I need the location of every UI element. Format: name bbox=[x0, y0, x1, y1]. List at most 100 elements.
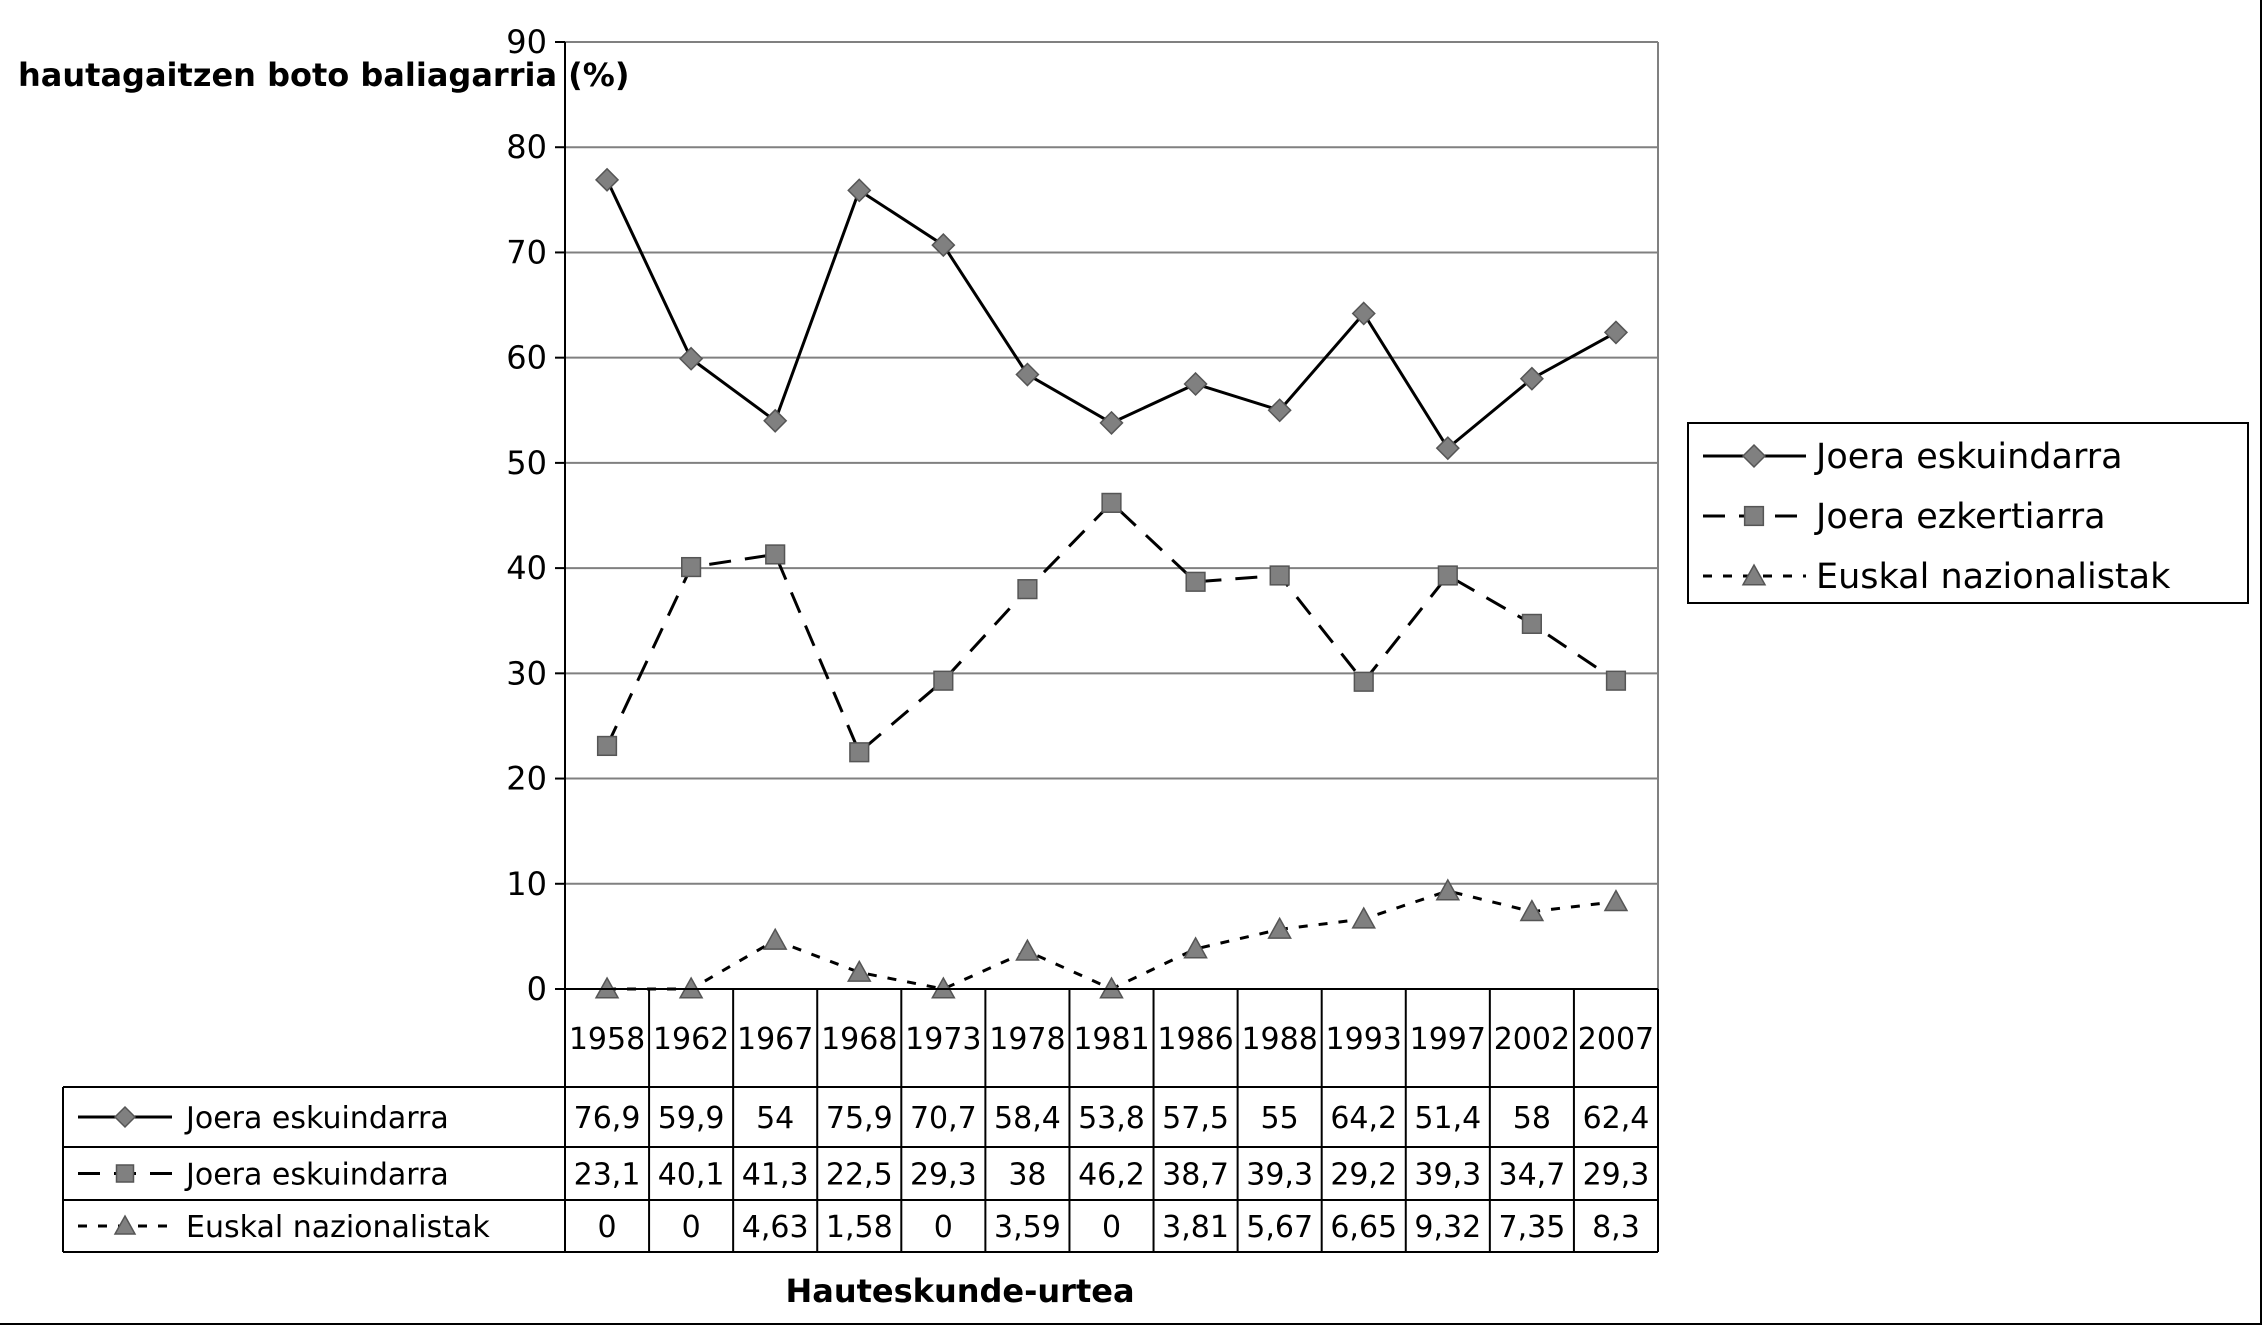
x-tick-label: 1978 bbox=[989, 1022, 1065, 1057]
data-point bbox=[763, 408, 788, 433]
x-tick-label: 2002 bbox=[1494, 1022, 1570, 1057]
data-point bbox=[678, 976, 704, 999]
data-label: 29,3 bbox=[1583, 1158, 1650, 1193]
x-tick-label: 1988 bbox=[1241, 1022, 1317, 1057]
x-tick-label: 1997 bbox=[1410, 1022, 1486, 1057]
data-point bbox=[1353, 671, 1374, 692]
data-point bbox=[1605, 670, 1627, 691]
data-point bbox=[1351, 301, 1376, 326]
data-point bbox=[1267, 916, 1292, 939]
data-point bbox=[765, 544, 786, 565]
data-point bbox=[1519, 899, 1545, 922]
x-tick-label: 1993 bbox=[1326, 1022, 1402, 1057]
data-point bbox=[1351, 906, 1377, 929]
data-point bbox=[1099, 410, 1124, 435]
y-tick-label: 0 bbox=[527, 970, 547, 1008]
y-tick-label: 50 bbox=[506, 444, 547, 482]
y-tick-label: 70 bbox=[506, 233, 547, 271]
data-point bbox=[1183, 371, 1208, 397]
series-line-1 bbox=[605, 179, 1617, 451]
data-point bbox=[1603, 889, 1629, 912]
y-axis-title: hautagaitzen boto baliagarria (%) bbox=[18, 56, 629, 94]
data-label: 5,67 bbox=[1246, 1210, 1313, 1245]
data-label: 38 bbox=[1008, 1158, 1046, 1193]
data-point bbox=[594, 167, 620, 192]
data-label: 39,3 bbox=[1246, 1158, 1313, 1193]
data-label: 34,7 bbox=[1498, 1158, 1565, 1193]
data-label: 58,4 bbox=[994, 1101, 1061, 1136]
data-label: 54 bbox=[756, 1101, 794, 1136]
data-label: 22,5 bbox=[826, 1158, 893, 1193]
data-point bbox=[1101, 492, 1122, 513]
legend-label: Joera ezkertiarra bbox=[1814, 497, 2106, 537]
data-point bbox=[594, 976, 620, 999]
data-point bbox=[1183, 936, 1208, 959]
data-label: 41,3 bbox=[742, 1158, 809, 1193]
data-label: 62,4 bbox=[1583, 1101, 1650, 1136]
data-point bbox=[1435, 436, 1460, 461]
data-point bbox=[847, 178, 872, 203]
series-line-3 bbox=[607, 889, 1617, 991]
data-label: 70,7 bbox=[910, 1101, 977, 1136]
legend-marker bbox=[1741, 443, 1767, 469]
data-label: 3,59 bbox=[994, 1210, 1061, 1245]
data-label: 7,35 bbox=[1498, 1210, 1565, 1245]
data-label: 58 bbox=[1513, 1101, 1551, 1136]
data-point bbox=[1017, 579, 1038, 600]
data-point bbox=[679, 346, 704, 371]
x-tick-label: 1973 bbox=[905, 1022, 981, 1057]
data-label: 9,32 bbox=[1414, 1210, 1481, 1245]
data-table: 1958 1962 1967 1968 1973 1978 1981 1986 1988 1993… bbox=[62, 988, 1659, 1253]
x-axis-title: Hauteskunde-urtea bbox=[785, 1272, 1134, 1310]
data-label: 59,9 bbox=[658, 1101, 725, 1136]
legend-box bbox=[1687, 422, 2249, 604]
data-point bbox=[596, 735, 618, 757]
data-point bbox=[1435, 878, 1461, 901]
data-point bbox=[931, 233, 956, 258]
data-label: 46,2 bbox=[1078, 1158, 1145, 1193]
data-label: 23,1 bbox=[574, 1158, 641, 1193]
data-label: 29,3 bbox=[910, 1158, 977, 1193]
data-label: 3,81 bbox=[1162, 1210, 1229, 1245]
data-label: 0 bbox=[934, 1210, 953, 1245]
data-point bbox=[849, 742, 870, 763]
x-tick-label: 1958 bbox=[569, 1022, 645, 1057]
table-legend-marker bbox=[113, 1214, 137, 1235]
data-label: 29,2 bbox=[1330, 1158, 1397, 1193]
y-tick-label: 40 bbox=[506, 549, 547, 587]
data-label: 6,65 bbox=[1330, 1210, 1397, 1245]
data-point bbox=[1015, 362, 1040, 387]
x-tick-label: 1967 bbox=[737, 1022, 813, 1057]
table-legend-marker bbox=[115, 1164, 135, 1183]
data-label: 55 bbox=[1261, 1101, 1299, 1136]
y-tick-label: 10 bbox=[506, 865, 547, 903]
data-point bbox=[1099, 976, 1124, 999]
data-label: 4,63 bbox=[742, 1210, 809, 1245]
legend-marker bbox=[1743, 505, 1765, 527]
data-label: 38,7 bbox=[1162, 1158, 1229, 1193]
legend: Joera eskuindarra Joera ezkertiarra Euskal… bbox=[1687, 422, 2249, 604]
x-tick-label: 2007 bbox=[1578, 1022, 1654, 1057]
data-point bbox=[681, 556, 702, 578]
data-point bbox=[1267, 398, 1292, 423]
gridlines bbox=[565, 41, 1659, 989]
data-point bbox=[931, 976, 956, 999]
y-tick-label: 30 bbox=[506, 654, 547, 692]
data-label: 39,3 bbox=[1414, 1158, 1481, 1193]
table-row-label: Joera eskuindarra bbox=[184, 1101, 449, 1136]
legend-label: Joera eskuindarra bbox=[1814, 437, 2123, 477]
series-line-2 bbox=[605, 500, 1617, 755]
x-tick-label: 1968 bbox=[821, 1022, 897, 1057]
table-row-label: Joera eskuindarra bbox=[184, 1158, 449, 1193]
data-point bbox=[933, 670, 954, 691]
y-tick-label: 90 bbox=[506, 23, 547, 61]
data-label: 57,5 bbox=[1162, 1101, 1229, 1136]
data-label: 51,4 bbox=[1414, 1101, 1481, 1136]
data-point bbox=[762, 927, 788, 950]
data-point bbox=[1603, 320, 1629, 345]
x-tick-label: 1986 bbox=[1157, 1022, 1233, 1057]
data-label: 40,1 bbox=[658, 1158, 725, 1193]
data-point bbox=[1437, 565, 1458, 586]
legend-label: Euskal nazionalistak bbox=[1816, 557, 2171, 597]
